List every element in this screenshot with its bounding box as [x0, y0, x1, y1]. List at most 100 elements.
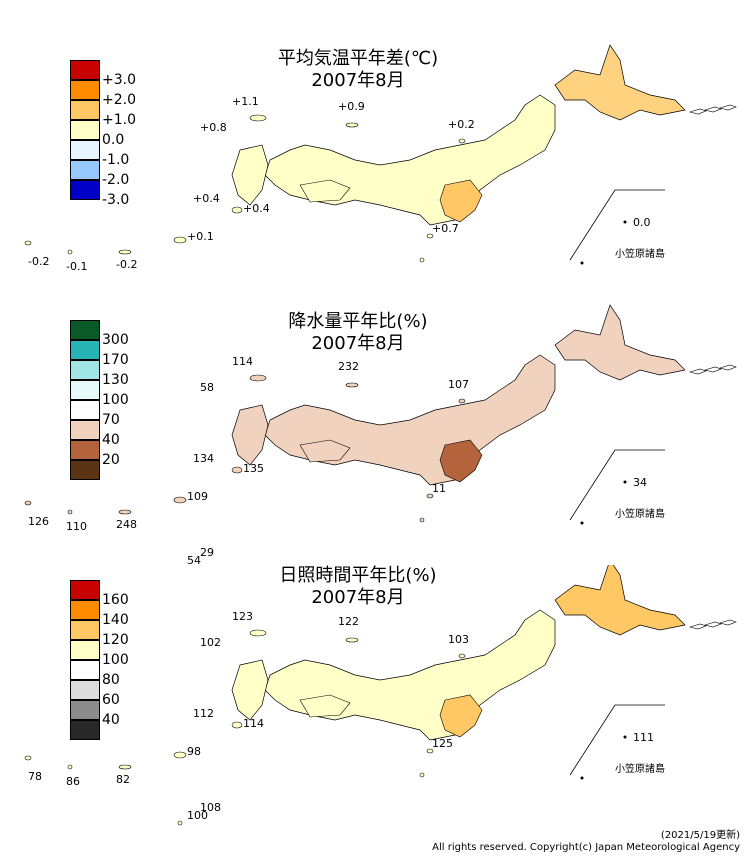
- footer: (2021/5/19更新) All rights reserved. Copyr…: [432, 830, 740, 854]
- island: [173, 496, 187, 504]
- temperature-panel: 平均気温平年差(℃) 2007年8月 +3.0 +2.0 +1.0 0.0 -1.0 -2…: [0, 0, 750, 285]
- legend-tick: -1.0: [102, 152, 130, 168]
- map: +1.1+0.9+0.8+0.2+0.4+0.4+0.7+0.1+0.1-0.2…: [24, 44, 737, 273]
- ogasawara-inset-frame: [569, 189, 665, 261]
- station-value: 103: [448, 633, 469, 646]
- legend: 300 170 130 100 70 40 20: [70, 320, 150, 485]
- legend-tick: +2.0: [102, 92, 136, 108]
- island: [580, 776, 584, 780]
- legend-tick: 40: [102, 712, 120, 728]
- legend-swatch: [70, 580, 100, 600]
- legend-tick: 40: [102, 432, 120, 448]
- islet: [688, 368, 707, 375]
- legend-swatch: [70, 440, 100, 460]
- legend-swatch: [70, 380, 100, 400]
- shikoku-region: [299, 179, 351, 203]
- kyushu-region: [231, 404, 269, 466]
- kanto-region: [439, 694, 483, 738]
- island: [458, 398, 466, 404]
- islet: [688, 623, 707, 630]
- station-value: 126: [28, 515, 49, 528]
- legend-swatch: [70, 400, 100, 420]
- ogasawara-inset-frame: [569, 449, 665, 521]
- island: [231, 206, 243, 214]
- island: [118, 764, 132, 770]
- kyushu-region: [231, 144, 269, 206]
- island: [419, 772, 425, 778]
- station-value: +0.1: [187, 230, 214, 243]
- legend-tick: 0.0: [102, 132, 125, 148]
- legend-swatch: [70, 680, 100, 700]
- ogasawara-value: 34: [633, 476, 647, 489]
- island: [623, 480, 627, 484]
- islet: [703, 621, 722, 628]
- legend-tick: -2.0: [102, 172, 130, 188]
- station-value: 112: [193, 707, 214, 720]
- station-value: -0.1: [66, 260, 87, 273]
- station-value: 11: [432, 482, 446, 495]
- island: [345, 122, 359, 128]
- kanto-region: [439, 179, 483, 223]
- station-value: +0.8: [200, 121, 227, 134]
- islet: [718, 364, 737, 371]
- precipitation-panel: 降水量平年比(%) 2007年8月 300 170 130 100 70 40 20 114…: [0, 285, 750, 570]
- shikoku-region: [299, 694, 351, 718]
- station-value: 78: [28, 770, 42, 783]
- title-line-2: 2007年8月: [311, 70, 405, 91]
- legend-tick: 20: [102, 452, 120, 468]
- legend-swatch: [70, 140, 100, 160]
- ogasawara-label: 小笠原諸島: [615, 507, 665, 520]
- legend-tick: -3.0: [102, 192, 130, 208]
- island: [24, 755, 32, 761]
- island: [231, 466, 243, 474]
- station-value: 248: [116, 518, 137, 531]
- title-line-2: 2007年8月: [311, 333, 405, 354]
- legend-tick: 70: [102, 412, 120, 428]
- island: [118, 509, 132, 515]
- island: [231, 721, 243, 729]
- station-value: 123: [232, 610, 253, 623]
- legend: 160 140 120 100 80 60 40: [70, 580, 150, 745]
- ogasawara-value: 111: [633, 731, 654, 744]
- island: [67, 249, 73, 255]
- title-line-2: 2007年8月: [311, 587, 405, 608]
- island: [345, 382, 359, 388]
- legend-swatch: [70, 120, 100, 140]
- legend-swatch: [70, 100, 100, 120]
- ogasawara-label: 小笠原諸島: [615, 762, 665, 775]
- station-value: 122: [338, 615, 359, 628]
- legend-swatch: [70, 60, 100, 80]
- title-line-1: 日照時間平年比(%): [279, 565, 437, 586]
- legend-swatch: [70, 660, 100, 680]
- legend-tick: 140: [102, 612, 129, 628]
- title-line-1: 降水量平年比(%): [288, 311, 428, 332]
- legend-tick: 100: [102, 652, 129, 668]
- island: [580, 521, 584, 525]
- island: [118, 249, 132, 255]
- station-value: 110: [66, 520, 87, 533]
- island: [345, 637, 359, 643]
- legend-swatch: [70, 720, 100, 740]
- legend-tick: +1.0: [102, 112, 136, 128]
- station-value: 135: [243, 462, 264, 475]
- island: [249, 629, 267, 637]
- update-date: (2021/5/19更新): [660, 830, 740, 841]
- honshu-region: [264, 354, 556, 486]
- station-value: -0.2: [116, 258, 137, 271]
- legend-tick: 80: [102, 672, 120, 688]
- station-value: 108: [200, 801, 221, 814]
- legend-swatch: [70, 420, 100, 440]
- station-value: 29: [200, 546, 214, 559]
- station-value: 107: [448, 378, 469, 391]
- honshu-region: [264, 94, 556, 226]
- station-value: 125: [432, 737, 453, 750]
- station-value: 134: [193, 452, 214, 465]
- station-value: +0.2: [448, 118, 475, 131]
- legend-swatch: [70, 620, 100, 640]
- legend-swatch: [70, 180, 100, 200]
- island: [623, 735, 627, 739]
- station-value: 109: [187, 490, 208, 503]
- station-value: -0.2: [28, 255, 49, 268]
- legend-tick: 170: [102, 352, 129, 368]
- station-value: 82: [116, 773, 130, 786]
